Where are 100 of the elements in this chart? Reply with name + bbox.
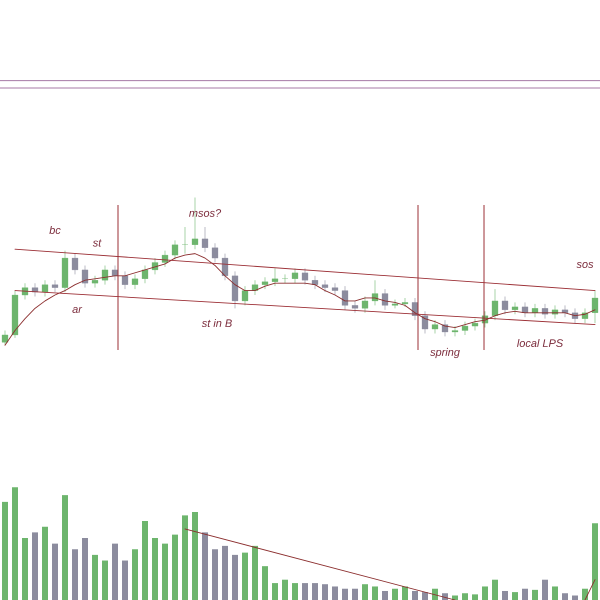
candlestick xyxy=(272,268,278,286)
annotation: local LPS xyxy=(517,338,564,348)
candlestick xyxy=(292,268,298,284)
bar xyxy=(252,546,258,600)
candlestick xyxy=(72,253,78,275)
bar xyxy=(192,512,198,600)
bar xyxy=(42,526,48,600)
bar xyxy=(402,586,408,600)
candlestick xyxy=(422,310,428,334)
bar xyxy=(22,538,28,600)
bar xyxy=(572,595,578,600)
annotation: msos? xyxy=(189,209,222,217)
bar xyxy=(162,544,168,600)
annotation: st in B xyxy=(202,318,232,328)
bar xyxy=(382,590,388,600)
bar xyxy=(112,544,118,600)
candlestick xyxy=(222,253,228,281)
bar xyxy=(242,552,248,600)
bar xyxy=(292,583,298,600)
candlestick xyxy=(362,296,368,314)
candlestick xyxy=(522,302,528,318)
candlestick xyxy=(462,321,468,336)
annotation: st xyxy=(92,239,102,247)
candlestick xyxy=(302,268,308,285)
candlestick xyxy=(182,226,188,254)
bar xyxy=(362,584,368,600)
candlestick xyxy=(102,265,108,285)
bar xyxy=(212,549,218,600)
bar xyxy=(62,495,68,600)
bar xyxy=(532,590,538,600)
candlestick xyxy=(592,290,598,324)
bar xyxy=(302,583,308,600)
bar xyxy=(342,588,348,600)
bar xyxy=(462,593,468,600)
candlestick xyxy=(502,296,508,315)
bar xyxy=(2,502,8,600)
bar xyxy=(32,532,38,600)
candlestick xyxy=(542,304,548,319)
bar xyxy=(262,566,268,600)
bar xyxy=(432,588,438,600)
bar xyxy=(492,580,498,600)
candlestick xyxy=(142,265,148,284)
bar xyxy=(392,588,398,600)
candlestick xyxy=(262,276,268,290)
bar xyxy=(152,538,158,600)
bar xyxy=(552,586,558,600)
candlestick xyxy=(2,330,8,346)
candlestick xyxy=(212,242,218,263)
candlestick xyxy=(282,274,288,284)
bar xyxy=(542,580,548,600)
candlestick xyxy=(82,265,88,288)
bar xyxy=(472,594,478,600)
candlestick xyxy=(382,288,388,310)
candlestick xyxy=(172,240,178,260)
bar xyxy=(172,534,178,600)
bar xyxy=(522,588,528,600)
bar xyxy=(72,549,78,600)
bar xyxy=(332,586,338,600)
candlestick xyxy=(92,276,98,288)
candlestick xyxy=(122,271,128,290)
bar xyxy=(202,532,208,600)
candlestick xyxy=(242,286,248,306)
bar xyxy=(132,549,138,600)
candlestick xyxy=(372,280,378,306)
candlestick xyxy=(492,288,498,320)
bar xyxy=(452,595,458,600)
bar xyxy=(272,583,278,600)
bar xyxy=(312,583,318,600)
bar xyxy=(182,515,188,600)
candlestick xyxy=(42,280,48,297)
bar xyxy=(142,521,148,600)
candlestick xyxy=(402,298,408,308)
bar xyxy=(422,592,428,600)
candlestick xyxy=(552,305,558,319)
candlestick xyxy=(132,274,138,290)
bar xyxy=(502,590,508,600)
bar xyxy=(372,586,378,600)
candlestick xyxy=(52,280,58,292)
bar xyxy=(102,560,108,600)
bar xyxy=(232,554,238,600)
bar xyxy=(512,592,518,600)
bar xyxy=(52,544,58,600)
annotation: sos xyxy=(576,262,594,268)
bar xyxy=(82,538,88,600)
candlestick xyxy=(332,282,338,296)
bar xyxy=(12,487,18,600)
candlestick xyxy=(392,299,398,309)
bar xyxy=(222,546,228,600)
bar xyxy=(282,580,288,600)
annotation: bc xyxy=(49,226,61,234)
bar xyxy=(322,584,328,600)
candlestick xyxy=(472,318,478,331)
bar xyxy=(352,588,358,600)
candlestick xyxy=(432,320,438,334)
bar xyxy=(92,554,98,600)
candlestick xyxy=(322,280,328,292)
candlestick xyxy=(312,276,318,290)
annotation: ar xyxy=(72,307,82,313)
candlestick xyxy=(252,280,258,296)
candlestick xyxy=(512,302,518,315)
